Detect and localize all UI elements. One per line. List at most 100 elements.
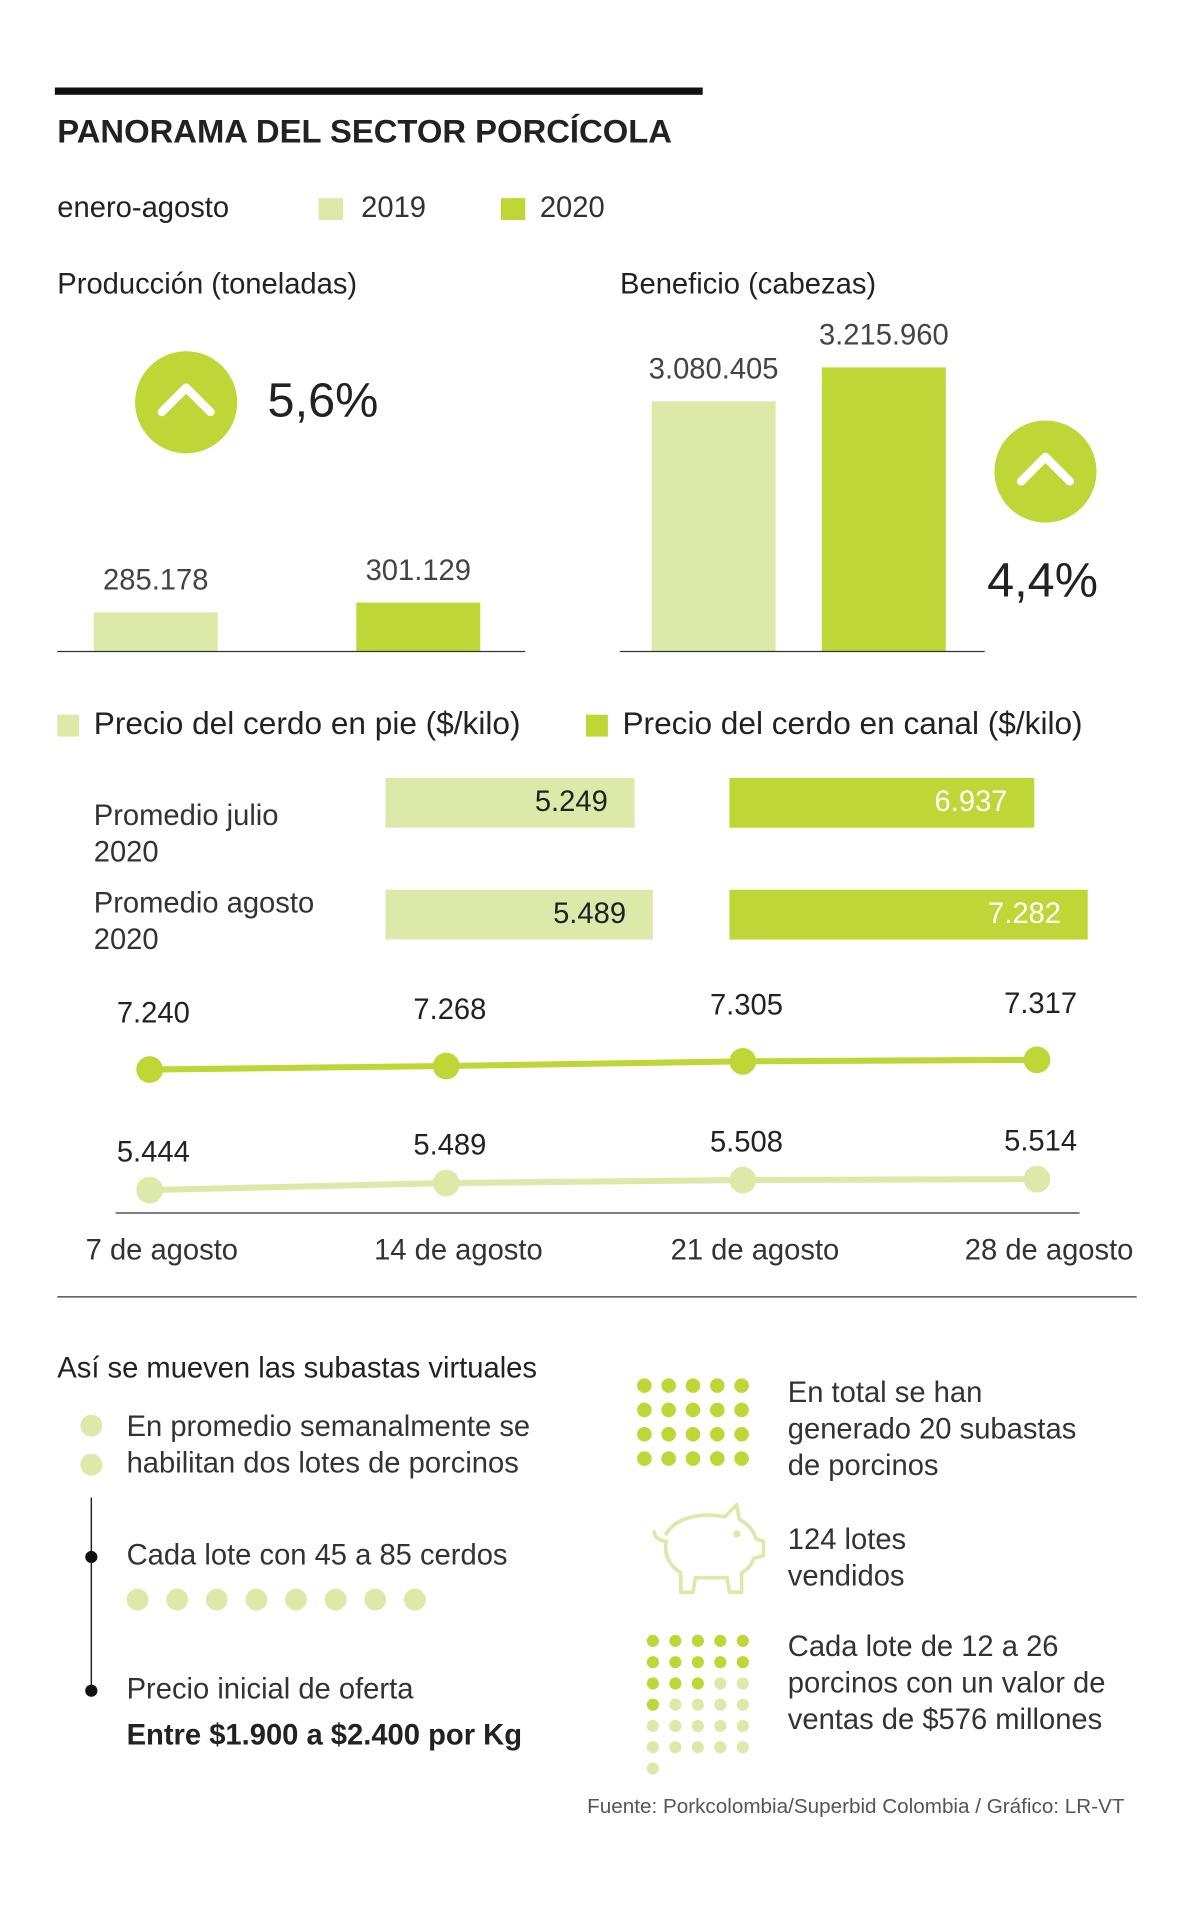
auction-text: Cada lote de 12 a 26 [788, 1631, 1059, 1663]
dot [709, 1426, 725, 1442]
change-annotation: 5,6% [268, 373, 379, 427]
point-value-label: 7.317 [1004, 988, 1077, 1020]
dot [669, 1656, 682, 1669]
dot [669, 1677, 682, 1690]
dot [736, 1634, 749, 1647]
legend-label: 2019 [361, 192, 426, 224]
dot [646, 1634, 659, 1647]
bullet [80, 1414, 103, 1437]
dot [709, 1378, 725, 1393]
timeline-dot [85, 1550, 98, 1564]
auction-text: porcinos con un valor de [788, 1667, 1106, 1699]
change-annotation: 4,4% [987, 553, 1098, 607]
up-chevron [157, 383, 215, 417]
dot [709, 1402, 725, 1418]
x-tick-label: 21 de agosto [671, 1235, 840, 1267]
period: enero-agosto [57, 192, 229, 224]
dot [734, 1378, 749, 1393]
auction-text: ventas de $576 millones [788, 1704, 1102, 1736]
legend-swatch [318, 198, 343, 220]
dot [324, 1588, 347, 1611]
auction-text: generado 20 subastas [788, 1413, 1077, 1445]
auction-text: de porcinos [788, 1450, 939, 1482]
auction-text: Cada lote con 45 a 85 cerdos [127, 1540, 508, 1572]
category-label: Promedio agosto 2020 [94, 887, 314, 955]
dot [646, 1677, 659, 1690]
legend-label: Precio del cerdo en canal ($/kilo) [622, 705, 1082, 741]
point [432, 1052, 460, 1080]
dot [709, 1451, 725, 1466]
dot [205, 1588, 228, 1611]
dot [691, 1634, 704, 1647]
dot [691, 1719, 704, 1733]
bar-value-label: 5.249 [535, 786, 608, 818]
dot [734, 1451, 749, 1466]
bar-value-label: 6.937 [935, 786, 1008, 818]
dot [669, 1741, 682, 1754]
bar [93, 612, 218, 652]
point [1023, 1165, 1051, 1193]
dot [646, 1656, 659, 1669]
bar-value-label: 5.489 [553, 898, 626, 930]
bullet [80, 1453, 103, 1476]
dot [691, 1698, 704, 1711]
dot [691, 1677, 704, 1690]
dot [685, 1426, 701, 1442]
pig-icon [652, 1502, 766, 1595]
legend-label: Precio del cerdo en pie ($/kilo) [94, 705, 521, 741]
dot [691, 1741, 704, 1754]
point [136, 1056, 164, 1083]
bar [385, 777, 635, 828]
bar [729, 777, 1035, 828]
x-tick-label: 28 de agosto [965, 1235, 1134, 1267]
auctions-title: Así se mueven las subastas virtuales [57, 1353, 537, 1385]
dot [126, 1588, 149, 1611]
dot [669, 1719, 682, 1733]
up-chevron [1016, 452, 1075, 486]
dot [685, 1451, 701, 1466]
dot [736, 1656, 749, 1669]
point-value-label: 7.268 [413, 994, 486, 1026]
legend-swatch [57, 714, 80, 737]
category-label: Promedio julio 2020 [94, 799, 279, 867]
dot [736, 1698, 749, 1711]
dot [714, 1677, 727, 1690]
up-badge [994, 420, 1097, 523]
up-badge [135, 351, 238, 454]
dot [734, 1426, 749, 1442]
dot [669, 1634, 682, 1647]
dot [736, 1677, 749, 1690]
dot [714, 1719, 727, 1733]
point [136, 1176, 164, 1204]
bar [729, 889, 1088, 940]
point [729, 1047, 757, 1075]
dot [637, 1402, 652, 1418]
x-tick-label: 7 de agosto [86, 1235, 238, 1267]
point-value-label: 5.489 [413, 1129, 486, 1161]
dot [661, 1451, 676, 1466]
dot [669, 1698, 682, 1711]
point-value-label: 5.514 [1004, 1125, 1077, 1157]
line [149, 1176, 1037, 1194]
dot [285, 1588, 307, 1611]
bar-value-label: 3.215.960 [819, 320, 949, 352]
bar-value-label: 3.080.405 [649, 354, 779, 386]
title: PANORAMA DEL SECTOR PORCÍCOLA [57, 112, 672, 149]
dot [734, 1402, 749, 1418]
bar [385, 889, 653, 940]
point [432, 1169, 460, 1197]
dot [245, 1588, 268, 1611]
dot [661, 1402, 676, 1418]
dot [736, 1741, 749, 1754]
bar-value-label: 285.178 [103, 565, 208, 597]
bar [821, 367, 946, 652]
legend-label: 2020 [540, 192, 605, 224]
dot [646, 1719, 659, 1733]
bar-value-label: 7.282 [988, 898, 1061, 930]
dot [364, 1588, 387, 1611]
legend-swatch [586, 714, 608, 737]
dot [646, 1698, 659, 1711]
timeline-dot [85, 1684, 98, 1697]
